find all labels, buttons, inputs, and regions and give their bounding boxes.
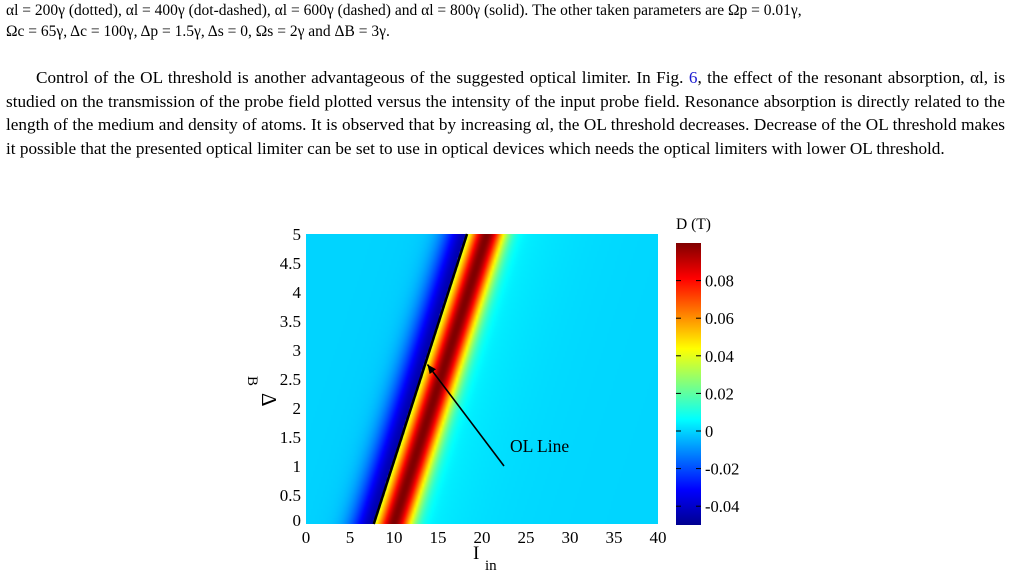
y-tick-label: 5 xyxy=(293,225,302,244)
paragraph-text-start: Control of the OL threshold is another a… xyxy=(36,68,684,87)
y-tick-label: 3 xyxy=(293,341,302,360)
x-tick-label: 40 xyxy=(650,528,667,547)
heatmap-surface xyxy=(306,234,658,524)
x-tick-label: 35 xyxy=(606,528,623,547)
x-tick-label: 15 xyxy=(430,528,447,547)
y-tick-label: 1.5 xyxy=(280,428,301,447)
y-tick-label: 0.5 xyxy=(280,486,301,505)
y-tick-label: 2.5 xyxy=(280,370,301,389)
y-tick-label: 3.5 xyxy=(280,312,301,331)
paragraph-text-end: , the effect of the resonant absorption,… xyxy=(6,68,1006,158)
figure-heatmap: 0 0.5 1 1.5 2 2.5 3 3.5 4 4.5 5 0 5 10 15 20 25 30 35 40 Δ… xyxy=(244,216,739,574)
ol-threshold-line xyxy=(372,233,469,525)
caption-line-2: Ωc = 65γ, Δc = 100γ, Δp = 1.5γ, Δs = 0, … xyxy=(6,23,390,40)
colorbar-tick-label: -0.02 xyxy=(705,460,739,479)
x-tick-label: 25 xyxy=(518,528,535,547)
colorbar-ticks: 0.08 0.06 0.04 0.02 0 -0.02 -0.04 xyxy=(676,272,739,516)
colorbar-title: D (T) xyxy=(676,216,711,233)
y-tick-label: 2 xyxy=(293,399,302,418)
colorbar-tick-label: 0.04 xyxy=(705,347,734,366)
colorbar-tick-label: 0.02 xyxy=(705,384,734,403)
x-tick-label: 10 xyxy=(386,528,403,547)
figure-caption-continuation: αl = 200γ (dotted), αl = 400γ (dot-dashe… xyxy=(6,0,1006,42)
ol-line-annotation-label: OL Line xyxy=(510,436,569,456)
colorbar-tick-label: -0.04 xyxy=(705,497,739,516)
x-tick-label: 0 xyxy=(302,528,311,547)
colorbar-tick-label: 0 xyxy=(705,422,713,441)
y-axis-label-subscript: B xyxy=(244,376,260,386)
y-tick-label: 1 xyxy=(293,457,302,476)
x-tick-label: 30 xyxy=(562,528,579,547)
y-axis-label: Δ xyxy=(257,393,281,407)
caption-line-1: αl = 200γ (dotted), αl = 400γ (dot-dashe… xyxy=(6,2,802,19)
y-tick-label: 0 xyxy=(293,511,302,530)
x-axis-ticks: 0 5 10 15 20 25 30 35 40 xyxy=(302,528,667,547)
y-tick-label: 4.5 xyxy=(280,254,301,273)
x-axis-label: I xyxy=(473,543,479,564)
x-tick-label: 20 xyxy=(474,528,491,547)
colorbar xyxy=(676,243,701,525)
colorbar-tick-label: 0.08 xyxy=(705,272,734,291)
x-axis-label-subscript: in xyxy=(485,558,497,574)
ol-line-annotation-arrow xyxy=(426,364,505,467)
figure-reference-link[interactable]: 6 xyxy=(688,68,698,87)
colorbar-tick-label: 0.06 xyxy=(705,309,734,328)
y-axis-ticks: 0 0.5 1 1.5 2 2.5 3 3.5 4 4.5 5 xyxy=(280,225,302,530)
x-tick-label: 5 xyxy=(346,528,355,547)
body-paragraph: Control of the OL threshold is another a… xyxy=(6,66,1005,160)
y-tick-label: 4 xyxy=(293,283,302,302)
